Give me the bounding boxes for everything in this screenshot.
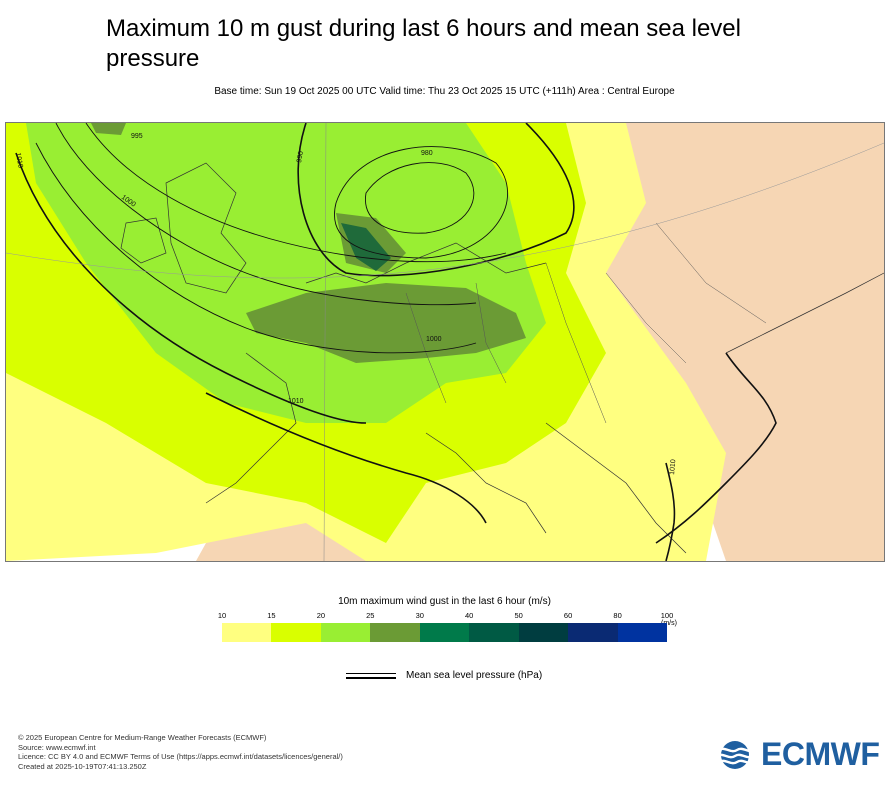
isobar-1010-main — [297, 123, 575, 277]
legend-tick: 20 — [316, 611, 326, 620]
legend-tick: 25 — [366, 611, 375, 620]
isobar-1010-italy — [665, 462, 676, 561]
coastlines — [120, 162, 884, 554]
gust-zone-25-30 — [246, 283, 526, 363]
legend-swatch — [617, 623, 667, 642]
legend-swatch — [469, 623, 519, 642]
legend-tick: 50 — [514, 611, 523, 620]
footer-created: Created at 2025-10-19T07:41:13.250Z — [18, 761, 147, 771]
graticule — [6, 142, 884, 279]
legend-tick: 15 — [267, 611, 276, 620]
footer-copyright: © 2025 European Centre for Medium-Range … — [18, 733, 267, 742]
title-line-1: Maximum 10 m gust during last 6 hours an… — [106, 15, 741, 42]
legend-tick: 40 — [465, 611, 474, 620]
legend-unit: (m/s) — [661, 620, 677, 627]
mslp-legend: Mean sea level pressure (hPa) — [346, 670, 542, 681]
contour-label: 990 — [296, 151, 305, 164]
map-canvas: 1010 995 1000 980 990 1000 1010 1010 — [6, 123, 884, 561]
legend-swatch — [320, 623, 371, 642]
isobars — [15, 123, 777, 561]
legend-swatch — [419, 623, 470, 642]
footer-licence: Licence: CC BY 4.0 and ECMWF Terms of Us… — [18, 752, 343, 761]
isobar-1010-west — [15, 152, 367, 424]
footer: © 2025 European Centre for Medium-Range … — [18, 733, 343, 771]
isobar-995 — [55, 123, 477, 306]
legend-ticks: 10 15 20 25 30 40 50 60 80 100 — [218, 611, 682, 623]
footer-source: Source: www.ecmwf.int — [18, 742, 96, 752]
ecmwf-waves-icon — [716, 740, 756, 769]
legend-colorbar — [222, 623, 667, 642]
contour-label: 1010 — [288, 398, 304, 405]
country-borders — [323, 123, 767, 561]
isobar-980 — [365, 162, 475, 234]
isobar-985 — [334, 146, 508, 259]
chart-subtitle: Base time: Sun 19 Oct 2025 00 UTC Valid … — [214, 86, 675, 97]
legend-swatch — [518, 623, 569, 642]
isobar-1015-east — [655, 352, 777, 544]
contour-label: 1010 — [669, 459, 677, 475]
mslp-legend-label: Mean sea level pressure (hPa) — [406, 670, 543, 681]
weather-map[interactable]: 1010 995 1000 980 990 1000 1010 1010 — [5, 122, 885, 562]
gust-zone-25-30-nw — [91, 123, 126, 135]
legend-swatch — [222, 623, 272, 642]
logo-text: ECMWF — [761, 736, 880, 772]
ecmwf-logo: ECMWF — [713, 736, 880, 773]
mslp-line-icon — [346, 672, 396, 680]
isobar-1010-south — [205, 392, 487, 524]
legend-title: 10m maximum wind gust in the last 6 hour… — [338, 596, 551, 607]
isobar-990 — [85, 123, 507, 263]
legend-tick: 30 — [415, 611, 424, 620]
contour-label: 1000 — [426, 336, 442, 343]
contour-label: 995 — [131, 133, 143, 140]
legend-tick: 100 — [660, 611, 674, 620]
legend-swatch — [568, 623, 618, 642]
legend-swatch — [271, 623, 321, 642]
land-east — [566, 123, 884, 561]
contour-label: 1010 — [14, 152, 24, 169]
chart-title: Maximum 10 m gust during last 6 hours an… — [106, 14, 806, 74]
isobar-1000 — [35, 142, 477, 354]
legend-tick: 10 — [217, 611, 227, 620]
legend-swatch — [370, 623, 420, 642]
legend-tick: 60 — [563, 611, 573, 620]
contour-label: 980 — [421, 150, 433, 157]
title-line-2: pressure — [106, 45, 200, 72]
legend-tick: 80 — [613, 611, 622, 620]
